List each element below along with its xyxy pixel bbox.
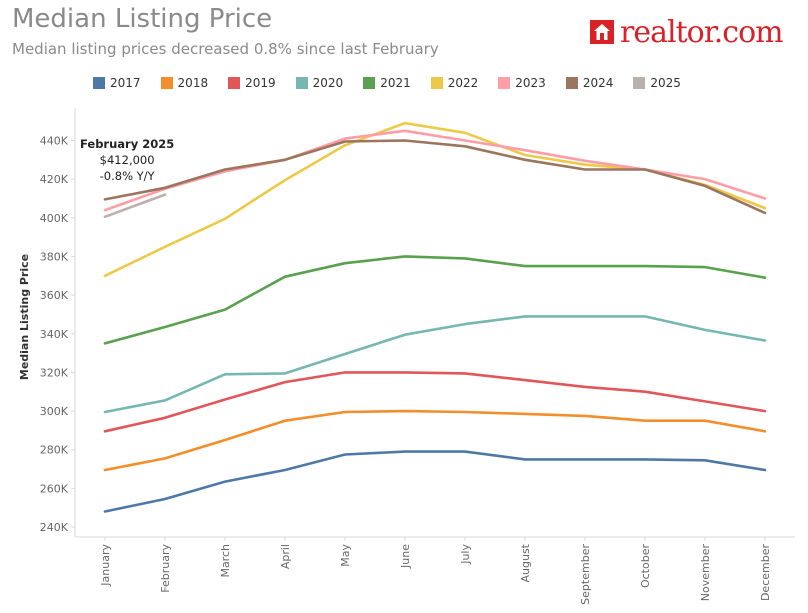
- x-tick-label: May: [339, 544, 352, 567]
- legend-swatch: [565, 77, 578, 89]
- realtor-logo: realtor.com: [588, 12, 784, 52]
- legend-label: 2018: [177, 76, 209, 90]
- chart-title: Median Listing Price: [12, 4, 273, 34]
- y-tick-label: 280K: [40, 444, 69, 457]
- legend-swatch: [633, 77, 646, 89]
- annotation-value: $412,000: [99, 153, 155, 167]
- house-icon: [590, 20, 614, 44]
- x-tick-label: July: [459, 544, 472, 565]
- y-tick-label: 440K: [40, 135, 69, 148]
- x-tick-label: December: [759, 544, 772, 602]
- legend-swatch: [160, 77, 173, 89]
- series-line-2018: [103, 409, 767, 472]
- legend-label: 2023: [515, 76, 546, 90]
- y-tick-label: 240K: [40, 521, 69, 534]
- x-tick-label: March: [219, 544, 232, 578]
- y-tick-label: 340K: [40, 328, 69, 341]
- legend-item-2023: 2023: [498, 76, 546, 90]
- series-line-2022: [103, 121, 767, 278]
- x-tick-label: January: [99, 544, 112, 587]
- annotation-heading: February 2025: [80, 137, 175, 151]
- y-tick-label: 400K: [40, 212, 69, 225]
- y-tick-label: 420K: [40, 173, 69, 186]
- series-line-2021: [103, 255, 767, 345]
- legend-item-2020: 2020: [295, 76, 344, 90]
- legend-label: 2025: [650, 76, 681, 90]
- legend-swatch: [363, 77, 376, 89]
- legend-label: 2024: [582, 76, 614, 90]
- annotation: February 2025 $412,000 -0.8% Y/Y: [80, 136, 174, 184]
- series-line-2019: [103, 371, 767, 433]
- series-line-2024: [103, 139, 767, 215]
- legend-label: 2017: [110, 76, 141, 90]
- legend-swatch: [498, 77, 511, 89]
- legend-label: 2020: [312, 76, 344, 90]
- legend-item-2022: 2022: [430, 76, 479, 90]
- y-tick-label: 320K: [40, 366, 69, 379]
- x-tick-label: February: [159, 544, 172, 593]
- legend-label: 2021: [380, 76, 411, 90]
- y-tick-label: 260K: [40, 482, 69, 495]
- x-tick-label: November: [699, 544, 712, 602]
- legend-item-2019: 2019: [228, 76, 276, 90]
- legend-label: 2022: [447, 76, 479, 90]
- legend-item-2017: 2017: [93, 76, 141, 90]
- series-line-2025: [103, 193, 167, 219]
- legend-label: 2019: [245, 76, 276, 90]
- chart-subtitle: Median listing prices decreased 0.8% sin…: [12, 40, 439, 58]
- legend: 2017 2018 2019 2020 2021 2022 2023 2024 2025: [93, 76, 701, 90]
- legend-swatch: [228, 77, 241, 89]
- series-line-2017: [103, 450, 767, 513]
- x-tick-label: October: [639, 544, 652, 588]
- legend-swatch: [295, 77, 308, 89]
- legend-item-2025: 2025: [633, 76, 681, 90]
- legend-item-2021: 2021: [363, 76, 411, 90]
- y-tick-label: 360K: [40, 289, 69, 302]
- y-axis-title: Median Listing Price: [18, 254, 31, 380]
- y-tick-label: 300K: [40, 405, 69, 418]
- annotation-change: -0.8% Y/Y: [99, 169, 155, 183]
- logo-text: realtor.com: [620, 14, 784, 50]
- series-line-2020: [103, 315, 767, 414]
- legend-item-2018: 2018: [160, 76, 209, 90]
- y-tick-label: 380K: [40, 250, 69, 263]
- legend-swatch: [93, 77, 105, 89]
- x-tick-label: June: [399, 544, 412, 569]
- x-tick-label: August: [519, 543, 532, 582]
- legend-swatch: [430, 77, 443, 89]
- x-tick-label: April: [279, 544, 292, 569]
- x-tick-label: September: [579, 544, 592, 605]
- legend-item-2024: 2024: [565, 76, 614, 90]
